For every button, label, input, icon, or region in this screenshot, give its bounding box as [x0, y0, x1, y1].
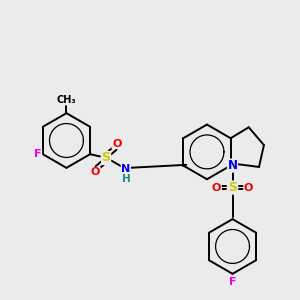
Text: O: O [91, 167, 100, 177]
Text: O: O [112, 139, 122, 148]
Text: O: O [244, 183, 253, 193]
Text: S: S [102, 152, 111, 164]
Text: CH₃: CH₃ [57, 95, 76, 105]
Text: H: H [122, 174, 131, 184]
Text: O: O [212, 183, 221, 193]
Text: F: F [229, 277, 236, 287]
Text: N: N [121, 164, 130, 174]
Text: F: F [34, 149, 42, 159]
Text: S: S [228, 181, 237, 194]
Text: N: N [227, 159, 238, 172]
